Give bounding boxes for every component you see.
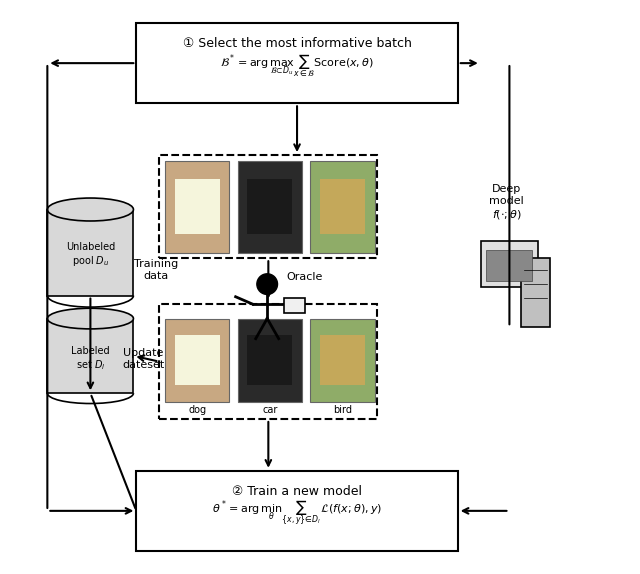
Text: bird: bird [333, 405, 352, 416]
Text: car: car [262, 405, 278, 416]
Circle shape [257, 274, 278, 294]
Text: $\theta^* = \arg\min_{\theta} \sum_{\{x,y\} \in D_l} \mathcal{L}(f(x;\theta), y): $\theta^* = \arg\min_{\theta} \sum_{\{x,… [212, 499, 382, 529]
Text: Oracle: Oracle [286, 272, 323, 282]
Text: Labeled
set $D_l$: Labeled set $D_l$ [71, 346, 109, 371]
FancyBboxPatch shape [237, 319, 302, 402]
FancyBboxPatch shape [247, 179, 292, 234]
FancyBboxPatch shape [284, 298, 305, 313]
Polygon shape [47, 319, 134, 393]
Text: ① Select the most informative batch: ① Select the most informative batch [182, 37, 412, 51]
Text: Training
data: Training data [134, 259, 179, 281]
FancyBboxPatch shape [165, 319, 229, 402]
FancyBboxPatch shape [521, 258, 550, 327]
FancyBboxPatch shape [159, 304, 378, 419]
FancyBboxPatch shape [310, 319, 374, 402]
FancyBboxPatch shape [320, 335, 365, 385]
FancyBboxPatch shape [136, 471, 458, 551]
Text: ② Train a new model: ② Train a new model [232, 485, 362, 498]
FancyBboxPatch shape [165, 161, 229, 253]
Text: $\mathcal{B}^* = \arg\max_{\mathcal{B} \subset D_u} \sum_{x \in \mathcal{B}} \ma: $\mathcal{B}^* = \arg\max_{\mathcal{B} \… [220, 53, 374, 79]
Text: Deep
model
$f(\cdot;\theta)$: Deep model $f(\cdot;\theta)$ [489, 184, 524, 221]
Ellipse shape [47, 198, 134, 221]
Text: dog: dog [188, 405, 206, 416]
FancyBboxPatch shape [481, 241, 538, 287]
FancyBboxPatch shape [175, 179, 220, 234]
FancyBboxPatch shape [159, 155, 378, 258]
FancyBboxPatch shape [320, 179, 365, 234]
Ellipse shape [47, 308, 134, 329]
Text: Unlabeled
pool $D_u$: Unlabeled pool $D_u$ [66, 242, 115, 269]
FancyBboxPatch shape [247, 335, 292, 385]
FancyBboxPatch shape [486, 250, 532, 281]
FancyBboxPatch shape [310, 161, 374, 253]
FancyBboxPatch shape [136, 23, 458, 103]
FancyBboxPatch shape [237, 161, 302, 253]
Polygon shape [47, 210, 134, 296]
Text: Update
dateset: Update dateset [122, 348, 164, 370]
FancyBboxPatch shape [175, 335, 220, 385]
